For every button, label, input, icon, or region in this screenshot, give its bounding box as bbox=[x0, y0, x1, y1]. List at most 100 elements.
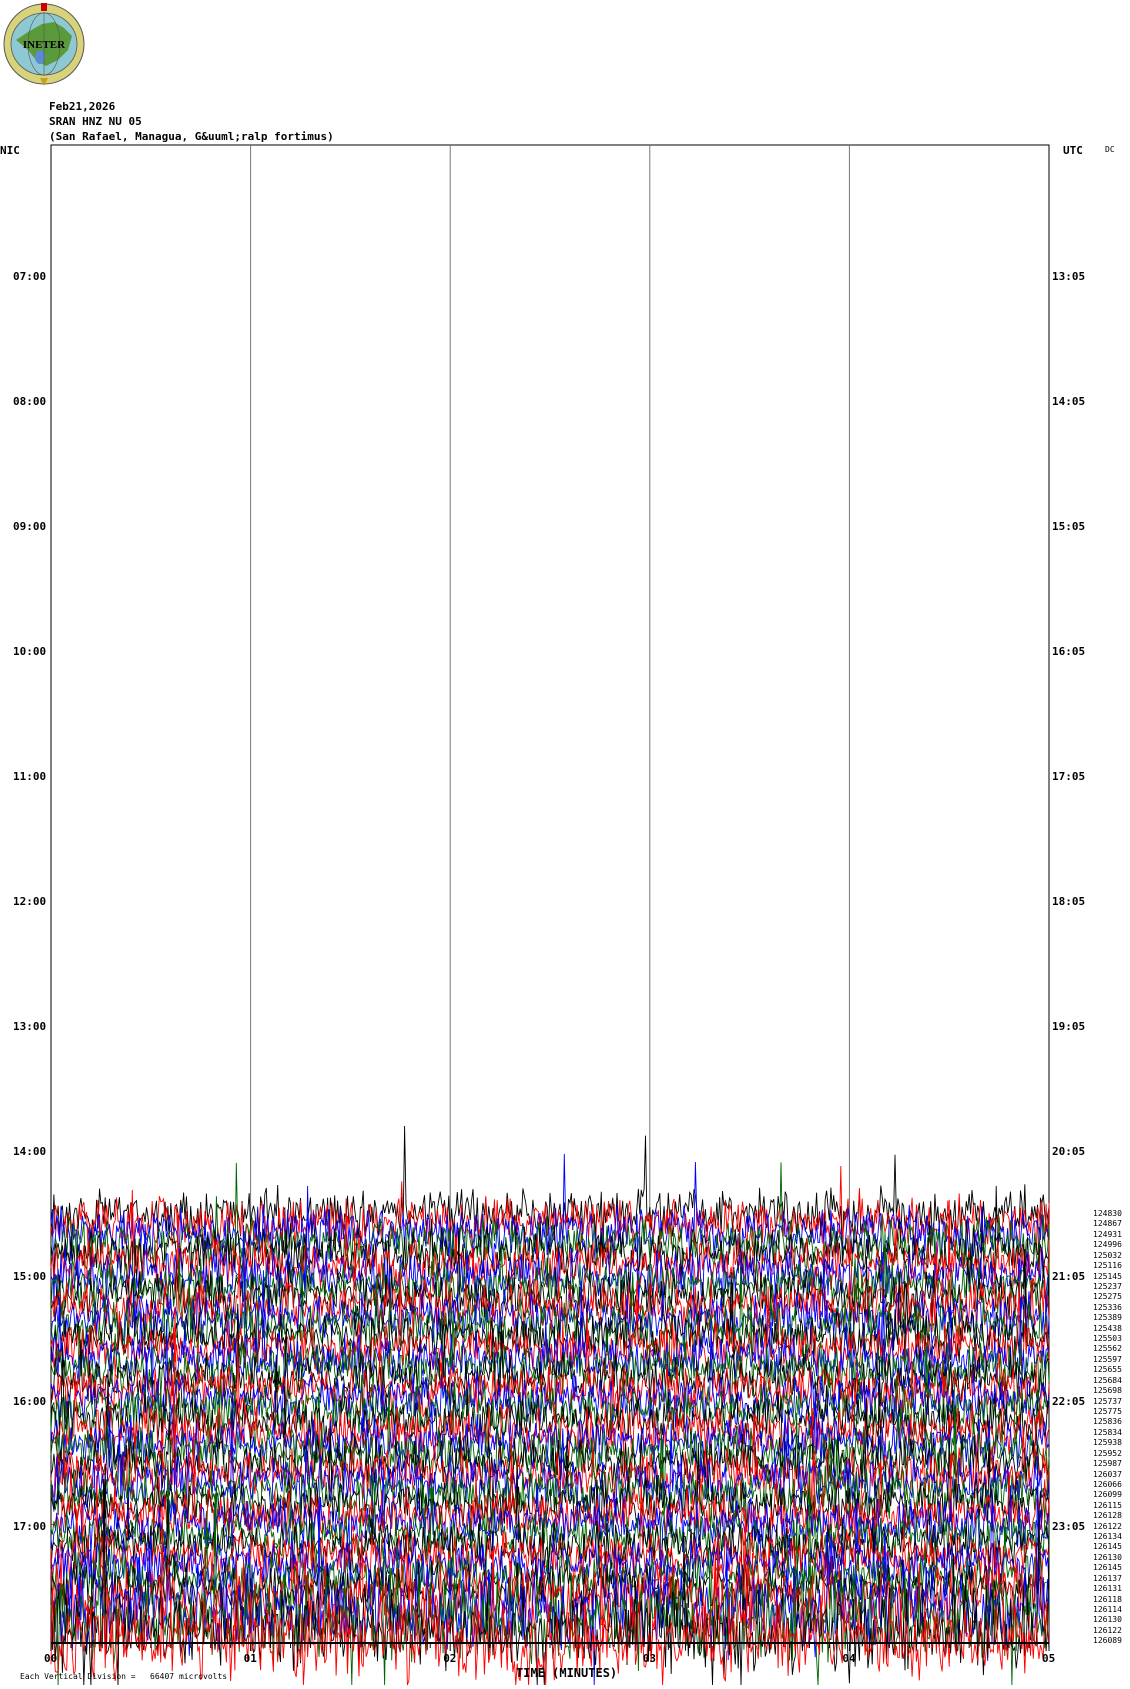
row-value: 125684 bbox=[1093, 1375, 1122, 1385]
trace-row bbox=[50, 1246, 1050, 1412]
left-time-label: 09:00 bbox=[13, 520, 47, 533]
trace-row bbox=[50, 1346, 1050, 1516]
trace-row bbox=[50, 1508, 1050, 1669]
row-value: 126089 bbox=[1093, 1636, 1122, 1646]
row-value: 126137 bbox=[1093, 1573, 1122, 1583]
row-value: 126130 bbox=[1093, 1615, 1122, 1625]
row-value: 126099 bbox=[1093, 1490, 1122, 1500]
row-value: 126131 bbox=[1093, 1584, 1122, 1594]
trace-row bbox=[50, 1342, 1050, 1479]
row-value: 125834 bbox=[1093, 1427, 1122, 1437]
row-value: 125275 bbox=[1093, 1292, 1122, 1302]
left-time-label: 14:00 bbox=[13, 1145, 47, 1158]
right-axis-label: UTC bbox=[1063, 144, 1083, 157]
left-time-label: 16:00 bbox=[13, 1395, 47, 1408]
row-value: 125562 bbox=[1093, 1344, 1122, 1354]
row-value: 124867 bbox=[1093, 1219, 1122, 1229]
row-value: 126130 bbox=[1093, 1552, 1122, 1562]
row-value: 126134 bbox=[1093, 1532, 1122, 1542]
right-time-label: 21:05 bbox=[1052, 1270, 1086, 1283]
row-value: 125032 bbox=[1093, 1250, 1122, 1260]
trace-row bbox=[50, 1225, 1050, 1412]
dc-label: DC bbox=[1105, 145, 1115, 154]
trace-row bbox=[50, 1405, 1050, 1587]
row-value: 125737 bbox=[1093, 1396, 1122, 1406]
plot-frame bbox=[50, 144, 1050, 1644]
row-value: 125116 bbox=[1093, 1261, 1122, 1271]
x-tick-label: 02 bbox=[443, 1652, 457, 1665]
x-tick-label: 05 bbox=[1042, 1652, 1056, 1665]
row-value: 125237 bbox=[1093, 1281, 1122, 1291]
trace-row bbox=[50, 1464, 1050, 1639]
row-value: 126115 bbox=[1093, 1500, 1122, 1510]
row-value: 126114 bbox=[1093, 1604, 1122, 1614]
row-value: 125438 bbox=[1093, 1323, 1122, 1333]
right-time-label: 13:05 bbox=[1052, 270, 1086, 283]
row-value: 125987 bbox=[1093, 1459, 1122, 1469]
x-tick-label: 03 bbox=[642, 1652, 657, 1665]
row-value: 126122 bbox=[1093, 1521, 1122, 1531]
date-label: Feb21,2026 bbox=[49, 100, 116, 113]
right-time-label: 20:05 bbox=[1052, 1145, 1086, 1158]
right-time-label: 19:05 bbox=[1052, 1020, 1086, 1033]
trace-row bbox=[50, 1199, 1050, 1383]
x-tick-label: 01 bbox=[243, 1652, 257, 1665]
left-axis-label: NIC bbox=[0, 144, 20, 157]
right-time-label: 18:05 bbox=[1052, 895, 1086, 908]
right-time-label: 23:05 bbox=[1052, 1520, 1086, 1533]
trace-row bbox=[50, 1270, 1050, 1404]
left-time-label: 12:00 bbox=[13, 895, 47, 908]
right-time-label: 14:05 bbox=[1052, 395, 1086, 408]
row-value: 126145 bbox=[1093, 1542, 1122, 1552]
trace-row bbox=[50, 1426, 1050, 1556]
row-value: 125655 bbox=[1093, 1365, 1122, 1375]
row-value: 125836 bbox=[1093, 1417, 1122, 1427]
left-time-label: 07:00 bbox=[13, 270, 47, 283]
trace-row bbox=[50, 1298, 1050, 1448]
row-value: 126145 bbox=[1093, 1563, 1122, 1573]
ineter-logo: INETER bbox=[3, 3, 85, 86]
right-time-label: 16:05 bbox=[1052, 645, 1086, 658]
right-time-label: 17:05 bbox=[1052, 770, 1086, 783]
left-time-label: 15:00 bbox=[13, 1270, 47, 1283]
row-value: 125775 bbox=[1093, 1406, 1122, 1416]
right-time-label: 22:05 bbox=[1052, 1395, 1086, 1408]
left-time-label: 13:00 bbox=[13, 1020, 47, 1033]
row-value: 126037 bbox=[1093, 1469, 1122, 1479]
row-value: 126122 bbox=[1093, 1625, 1122, 1635]
station-label: SRAN HNZ NU 05 bbox=[49, 115, 142, 128]
trace-row bbox=[50, 1506, 1050, 1686]
trace-row bbox=[50, 1185, 1050, 1336]
left-time-label: 17:00 bbox=[13, 1520, 47, 1533]
trace-row bbox=[50, 1162, 1050, 1274]
row-value: 125503 bbox=[1093, 1334, 1122, 1344]
left-time-label: 10:00 bbox=[13, 645, 47, 658]
row-value: 126128 bbox=[1093, 1511, 1122, 1521]
x-tick-label: 04 bbox=[842, 1652, 856, 1665]
left-time-label: 08:00 bbox=[13, 395, 47, 408]
row-value: 124931 bbox=[1093, 1229, 1122, 1239]
svg-text:INETER: INETER bbox=[23, 39, 66, 51]
row-value: 125938 bbox=[1093, 1438, 1122, 1448]
right-time-label: 15:05 bbox=[1052, 520, 1086, 533]
row-value: 124996 bbox=[1093, 1240, 1122, 1250]
x-tick-label: 00 bbox=[44, 1652, 58, 1665]
row-value: 125698 bbox=[1093, 1386, 1122, 1396]
row-value: 125952 bbox=[1093, 1448, 1122, 1458]
trace-row bbox=[50, 1231, 1050, 1329]
row-value: 124830 bbox=[1093, 1209, 1122, 1218]
row-value: 126066 bbox=[1093, 1479, 1122, 1489]
x-axis-title: TIME (MINUTES) bbox=[516, 1666, 618, 1680]
location-label: (San Rafael, Managua, G&uuml;ralp fortim… bbox=[49, 130, 334, 143]
trace-row bbox=[50, 1383, 1050, 1523]
trace-row bbox=[50, 1125, 1050, 1285]
row-value: 125597 bbox=[1093, 1354, 1122, 1364]
row-value: 125145 bbox=[1093, 1271, 1122, 1281]
row-value: 125336 bbox=[1093, 1302, 1122, 1312]
trace-row bbox=[50, 1460, 1050, 1591]
row-value: 125389 bbox=[1093, 1313, 1122, 1323]
left-time-label: 11:00 bbox=[13, 770, 47, 783]
row-value: 126118 bbox=[1093, 1594, 1122, 1604]
